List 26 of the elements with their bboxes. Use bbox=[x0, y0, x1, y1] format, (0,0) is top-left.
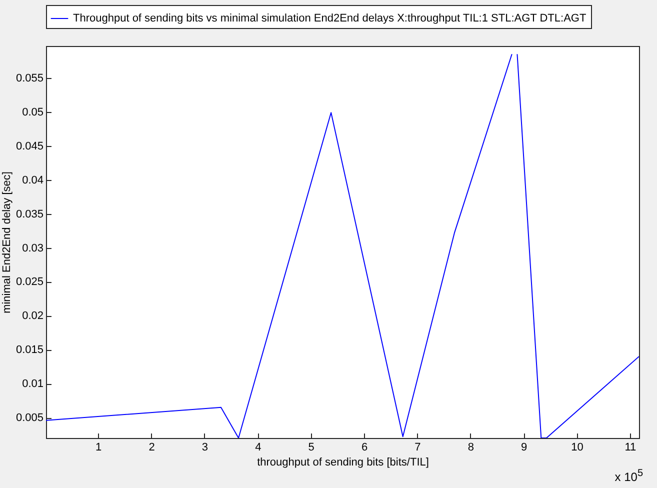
y-axis-title: minimal End2End delay [sec] bbox=[0, 172, 13, 314]
y-tick-label: 0.04 bbox=[22, 174, 44, 186]
y-tick-label: 0.015 bbox=[16, 344, 44, 356]
y-tick-label: 0.005 bbox=[16, 412, 44, 424]
x-tick-label: 1 bbox=[96, 442, 102, 454]
y-tick-label: 0.05 bbox=[22, 106, 44, 118]
y-tick-label: 0.03 bbox=[22, 242, 44, 254]
text: x 10$^{5}$ bbox=[614, 468, 643, 484]
x-tick-label: 5 bbox=[308, 442, 314, 454]
x-tick-label: 10 bbox=[571, 442, 584, 454]
x-tick-label: 4 bbox=[255, 442, 262, 454]
y-tick-label: 0.02 bbox=[22, 310, 44, 322]
x-tick-label: 3 bbox=[202, 442, 208, 454]
x-axis-title: throughput of sending bits [bits/TIL] bbox=[257, 456, 429, 468]
y-tick-label: 0.035 bbox=[16, 208, 44, 220]
x-tick-label: 9 bbox=[521, 442, 528, 454]
x-tick-label: 8 bbox=[468, 442, 474, 454]
x-tick-label: 6 bbox=[361, 442, 368, 454]
y-tick-label: 0.045 bbox=[16, 140, 44, 152]
legend-label: Throughput of sending bits vs minimal simulation End2End delays X:throughput TIL:1 STL:AGT DTL:AGT bbox=[73, 12, 586, 24]
x-tick-label: 11 bbox=[624, 442, 636, 454]
y-tick-label: 0.025 bbox=[16, 276, 44, 288]
x-tick-label: 7 bbox=[414, 442, 421, 454]
y-tick-label: 0.055 bbox=[16, 72, 44, 84]
x-tick-label: 2 bbox=[148, 442, 155, 454]
y-tick-label: 0.01 bbox=[22, 378, 44, 390]
